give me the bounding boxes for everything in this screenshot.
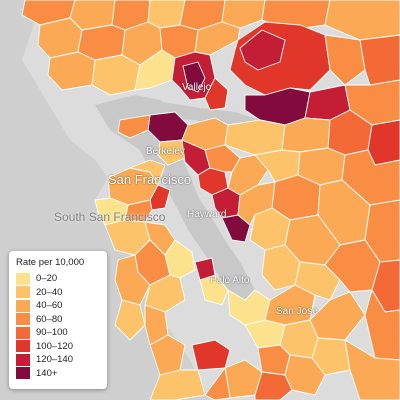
legend-item: 100–120 (16, 340, 100, 354)
region[interactable] (221, 0, 266, 29)
legend-item: 40–60 (16, 299, 100, 313)
legend-item: 140+ (16, 367, 100, 381)
legend-item: 60–80 (16, 313, 100, 327)
region[interactable] (199, 274, 229, 306)
region[interactable] (182, 61, 206, 93)
region[interactable] (147, 0, 186, 29)
region-layer (21, 0, 400, 400)
legend-item: 0–20 (16, 272, 100, 286)
region[interactable] (117, 114, 151, 139)
legend-swatch (16, 326, 30, 339)
region[interactable] (157, 139, 186, 166)
region[interactable] (367, 119, 400, 166)
region[interactable] (149, 334, 186, 376)
bay-water (95, 95, 255, 300)
region[interactable] (254, 371, 293, 400)
region[interactable] (261, 0, 331, 31)
legend-label: 40–60 (36, 300, 63, 312)
map-legend: Rate per 10,000 0–20 20–40 40–60 60–80 9… (9, 251, 107, 389)
region[interactable] (191, 339, 231, 371)
region[interactable] (129, 159, 166, 186)
region[interactable] (221, 214, 251, 243)
legend-swatch (16, 340, 30, 353)
legend-label: 0–20 (36, 273, 58, 285)
legend-label: 90–100 (36, 327, 68, 339)
region[interactable] (239, 29, 286, 71)
legend-swatch (16, 272, 30, 285)
legend-label: 60–80 (36, 313, 63, 325)
legend-swatch (16, 367, 30, 380)
region[interactable] (114, 299, 146, 341)
legend-label: 140+ (36, 367, 58, 379)
legend-item: 120–140 (16, 353, 100, 367)
legend-item: 20–40 (16, 286, 100, 300)
san-pablo-bay (150, 100, 260, 130)
legend-label: 20–40 (36, 286, 63, 298)
legend-swatch (16, 299, 30, 312)
region[interactable] (204, 367, 231, 400)
region[interactable] (114, 254, 151, 306)
legend-swatch (16, 353, 30, 366)
legend-swatch (16, 286, 30, 299)
region[interactable] (281, 117, 331, 153)
legend-label: 100–120 (36, 340, 73, 352)
region[interactable] (77, 24, 126, 61)
region[interactable] (204, 77, 229, 111)
legend-swatch (16, 313, 30, 326)
legend-label: 120–140 (36, 354, 73, 366)
region[interactable] (344, 339, 400, 400)
region[interactable] (37, 17, 83, 59)
region[interactable] (324, 239, 381, 293)
region[interactable] (324, 34, 366, 86)
legend-item: 90–100 (16, 326, 100, 340)
legend-title: Rate per 10,000 (16, 257, 85, 268)
